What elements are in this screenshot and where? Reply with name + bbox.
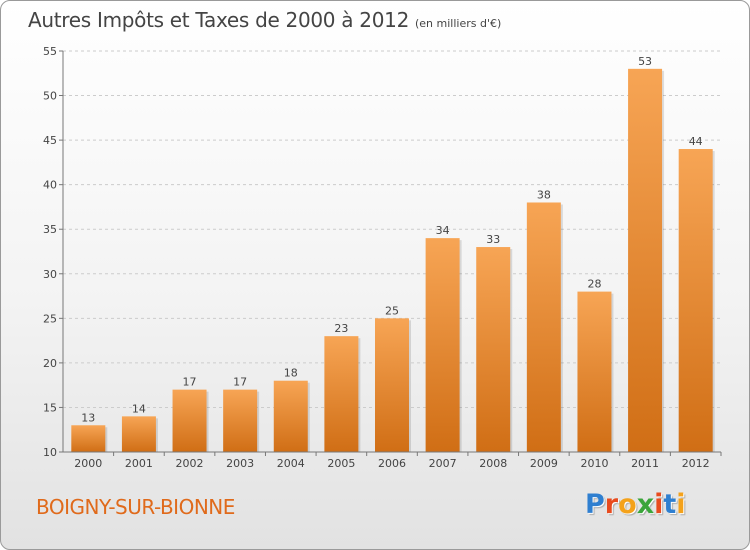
bar-value-label-2005: 23 (334, 322, 348, 335)
bar-value-label-2011: 53 (638, 55, 652, 68)
bar-value-label-2008: 33 (486, 233, 500, 246)
commune-name: BOIGNY-SUR-BIONNE (36, 495, 235, 519)
bar-2003 (223, 389, 258, 452)
bar-value-label-2009: 38 (537, 188, 551, 201)
logo-letter-3: x (636, 489, 655, 520)
bar-2006 (375, 318, 409, 452)
bar-value-label-2010: 28 (587, 278, 601, 291)
y-tick-label-9: 55 (43, 45, 57, 58)
logo-letter-1: r (604, 489, 619, 520)
y-tick-label-4: 30 (43, 268, 57, 281)
logo-letter-4: i (654, 489, 664, 520)
bar-2009 (526, 202, 561, 452)
chart-title-text: Autres Impôts et Taxes de 2000 à 2012 (28, 8, 409, 32)
bar-2004 (273, 380, 308, 452)
x-tick-label-2004: 2004 (277, 457, 305, 470)
y-tick-label-2: 20 (43, 357, 57, 370)
y-tick-label-5: 35 (43, 223, 57, 236)
x-tick-label-2008: 2008 (479, 457, 507, 470)
bar-2007 (425, 238, 460, 452)
logo-letter-5: t (663, 489, 677, 520)
logo-letter-6: i (676, 489, 686, 520)
y-tick-label-3: 25 (43, 312, 57, 325)
bar-value-label-2012: 44 (689, 135, 703, 148)
x-tick-label-2006: 2006 (378, 457, 406, 470)
bar-2000 (71, 425, 106, 452)
bar-2011 (628, 68, 663, 453)
x-tick-label-2011: 2011 (631, 457, 659, 470)
bar-2012 (678, 149, 713, 452)
bar-value-label-2001: 14 (132, 402, 146, 415)
y-tick-label-7: 45 (43, 134, 57, 147)
y-tick-label-1: 15 (43, 401, 57, 414)
logo-letter-0: P (585, 489, 605, 520)
bar-value-label-2004: 18 (284, 367, 298, 380)
bar-2008 (476, 247, 511, 452)
x-tick-label-2003: 2003 (226, 457, 254, 470)
chart-unit-note: (en milliers d'€) (415, 17, 502, 30)
bar-value-label-2000: 13 (81, 411, 95, 424)
chart-title: Autres Impôts et Taxes de 2000 à 2012 (en… (28, 8, 501, 32)
x-tick-label-2002: 2002 (176, 457, 204, 470)
bar-2001 (121, 416, 156, 452)
y-tick-label-6: 40 (43, 179, 57, 192)
x-tick-label-2007: 2007 (429, 457, 457, 470)
bar-value-label-2002: 17 (183, 376, 197, 389)
y-tick-label-0: 10 (43, 446, 57, 459)
x-tick-label-2009: 2009 (530, 457, 558, 470)
bar-value-label-2006: 25 (385, 304, 399, 317)
y-tick-label-8: 50 (43, 90, 57, 103)
x-tick-label-2000: 2000 (74, 457, 102, 470)
x-tick-label-2005: 2005 (327, 457, 355, 470)
bar-value-label-2003: 17 (233, 376, 247, 389)
x-tick-label-2012: 2012 (682, 457, 710, 470)
bar-2005 (324, 336, 359, 452)
x-tick-label-2001: 2001 (125, 457, 153, 470)
labels: 10 15 20 25 30 35 40 45 50 55 13 2000 14 2001 17 2002 17… (43, 45, 710, 470)
bar-2002 (172, 389, 207, 452)
proxiti-logo[interactable]: Proxiti (585, 489, 686, 520)
bar-2010 (577, 291, 612, 452)
logo-letter-2: o (618, 489, 637, 520)
axes (59, 50, 722, 456)
bars (71, 68, 715, 453)
x-tick-label-2010: 2010 (580, 457, 608, 470)
bar-value-label-2007: 34 (436, 224, 450, 237)
